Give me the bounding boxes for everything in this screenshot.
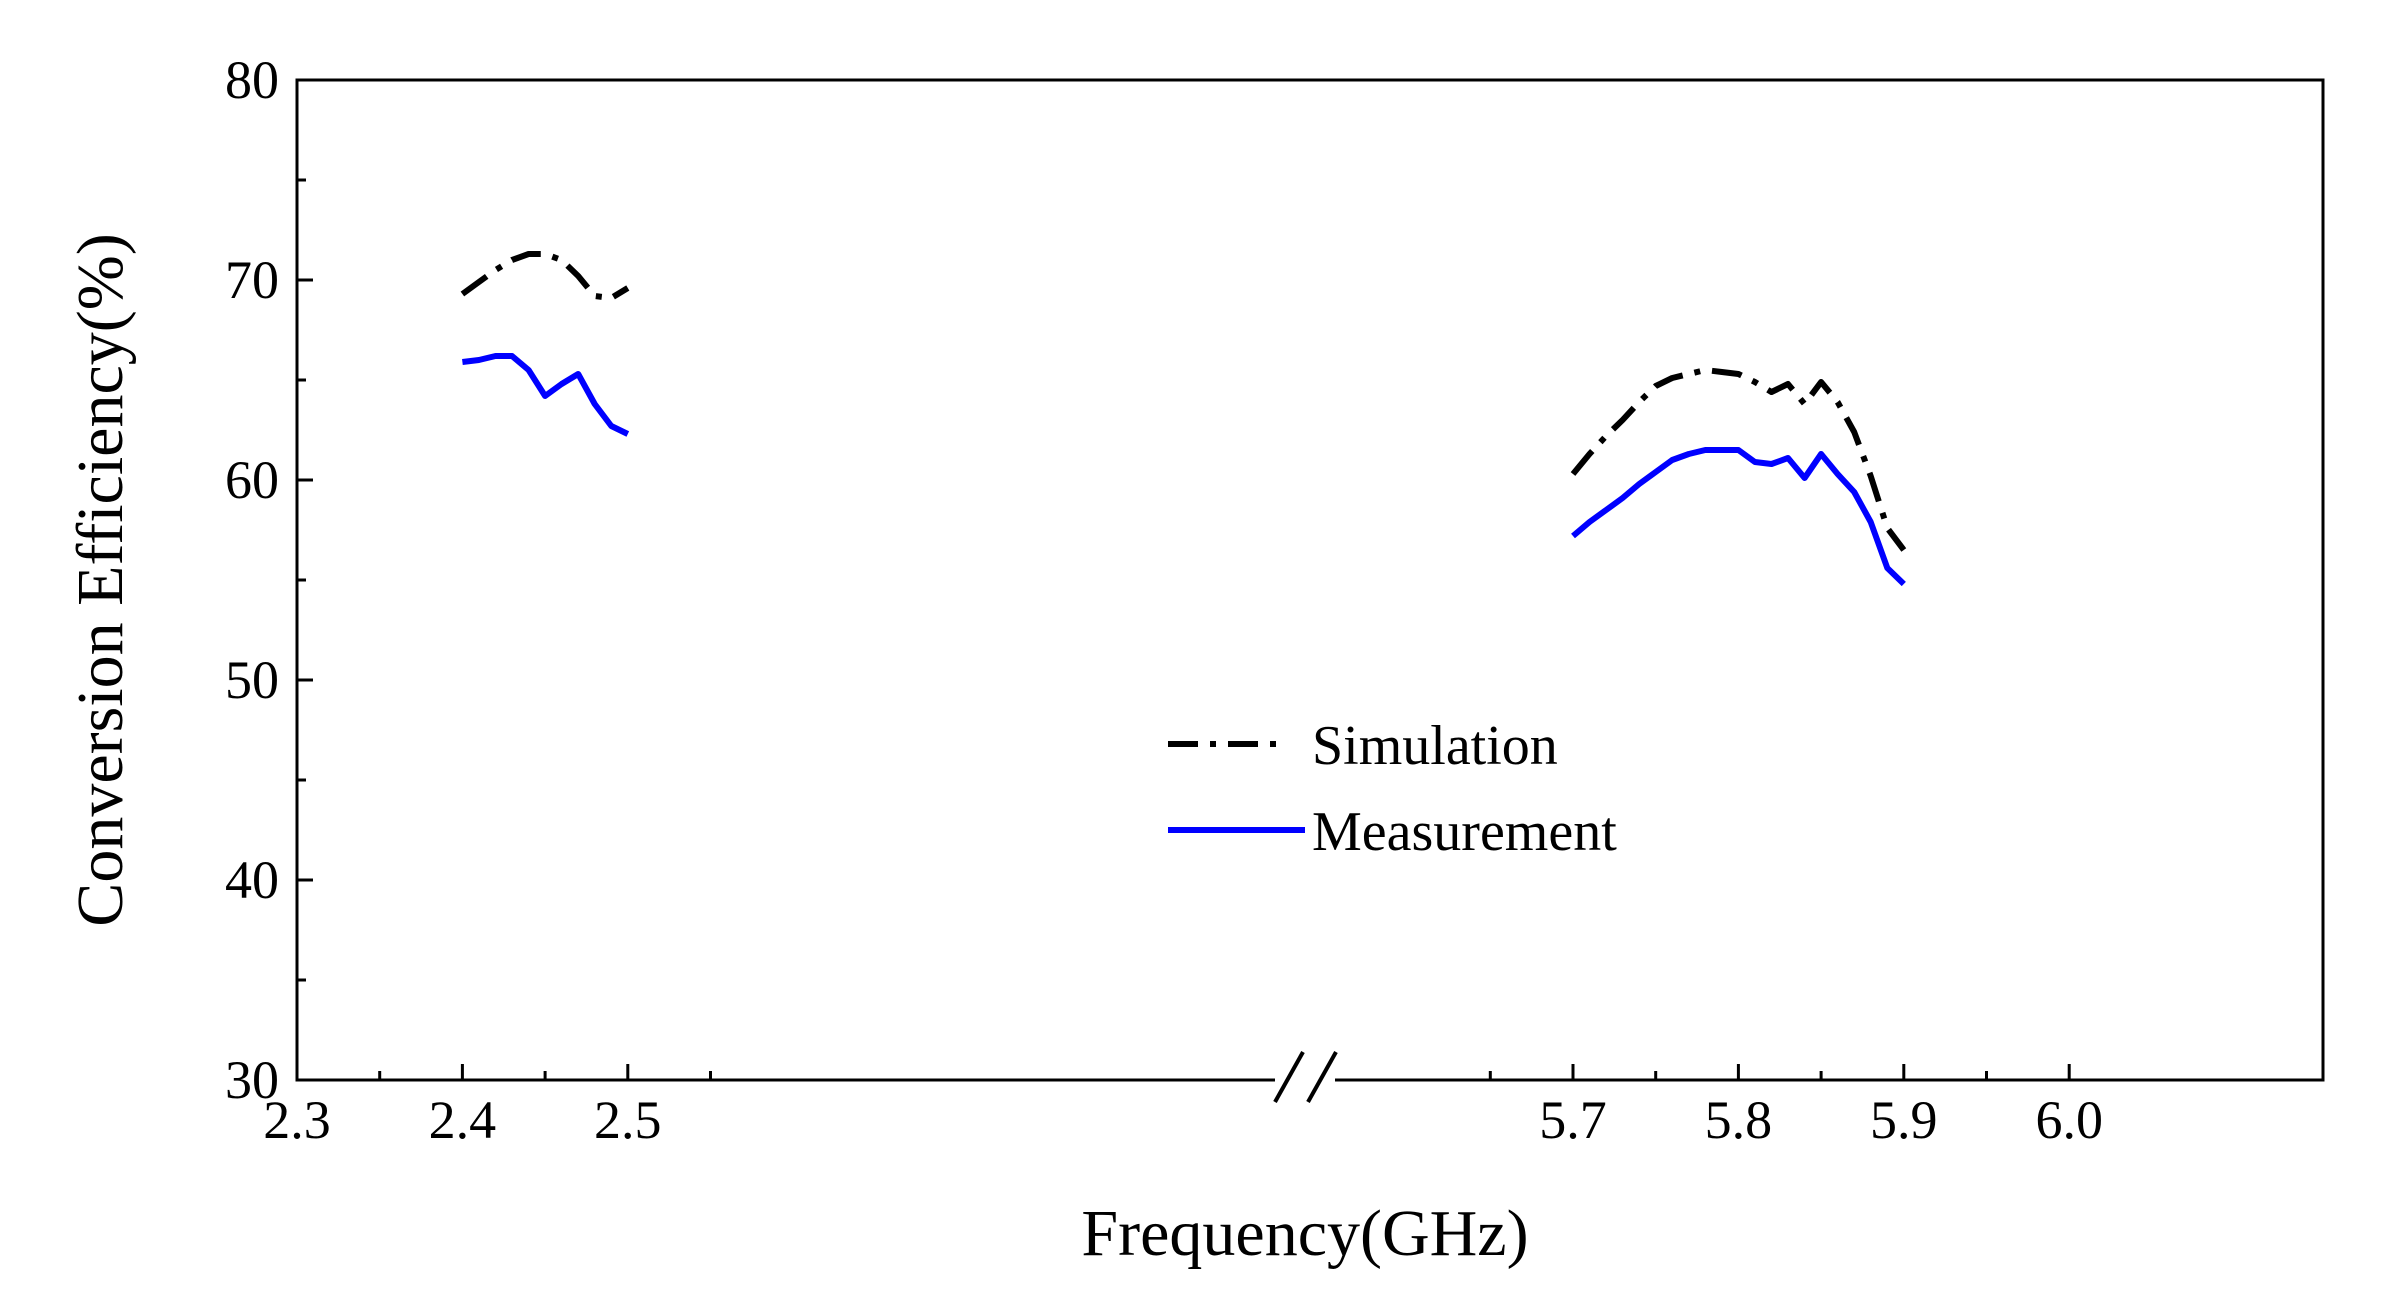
- x-tick-label: 2.4: [429, 1090, 497, 1150]
- y-tick-label: 60: [225, 450, 279, 510]
- legend-label-measurement: Measurement: [1312, 801, 1617, 863]
- series-layer: [460, 251, 1907, 587]
- series-line-simulation-segment-1: [460, 251, 630, 301]
- x-tick-label: 2.3: [263, 1090, 331, 1150]
- series-line-simulation-segment-2: [1570, 367, 1907, 552]
- y-axis-ticks: 30 40 50 60 70 80: [225, 50, 313, 1110]
- y-tick-label: 70: [225, 250, 279, 310]
- x-tick-label: 5.7: [1539, 1090, 1607, 1150]
- legend: Simulation Measurement: [1168, 715, 1617, 863]
- y-tick-label: 80: [225, 50, 279, 110]
- y-tick-label: 40: [225, 850, 279, 910]
- axis-break-slash-left: [1273, 1051, 1305, 1103]
- series-line-measurement-segment-1: [462, 353, 630, 437]
- x-axis-title: Frequency(GHz): [1081, 1197, 1528, 1270]
- series-line-measurement-segment-2: [1571, 447, 1906, 587]
- legend-label-simulation: Simulation: [1312, 715, 1558, 777]
- y-tick-label: 50: [225, 650, 279, 710]
- x-axis-break-marker: [1273, 1051, 1338, 1103]
- x-axis-ticks: 2.3 2.4 2.5 5.7 5.8 5.9 6.0: [263, 1064, 2103, 1150]
- y-axis-title: Conversion Efficiency(%): [64, 233, 137, 926]
- x-tick-label: 6.0: [2035, 1090, 2103, 1150]
- y-tick-label: 30: [225, 1050, 279, 1110]
- x-tick-label: 5.8: [1705, 1090, 1773, 1150]
- x-tick-label: 5.9: [1870, 1090, 1938, 1150]
- x-tick-label: 2.5: [594, 1090, 662, 1150]
- axis-break-slash-right: [1306, 1051, 1338, 1103]
